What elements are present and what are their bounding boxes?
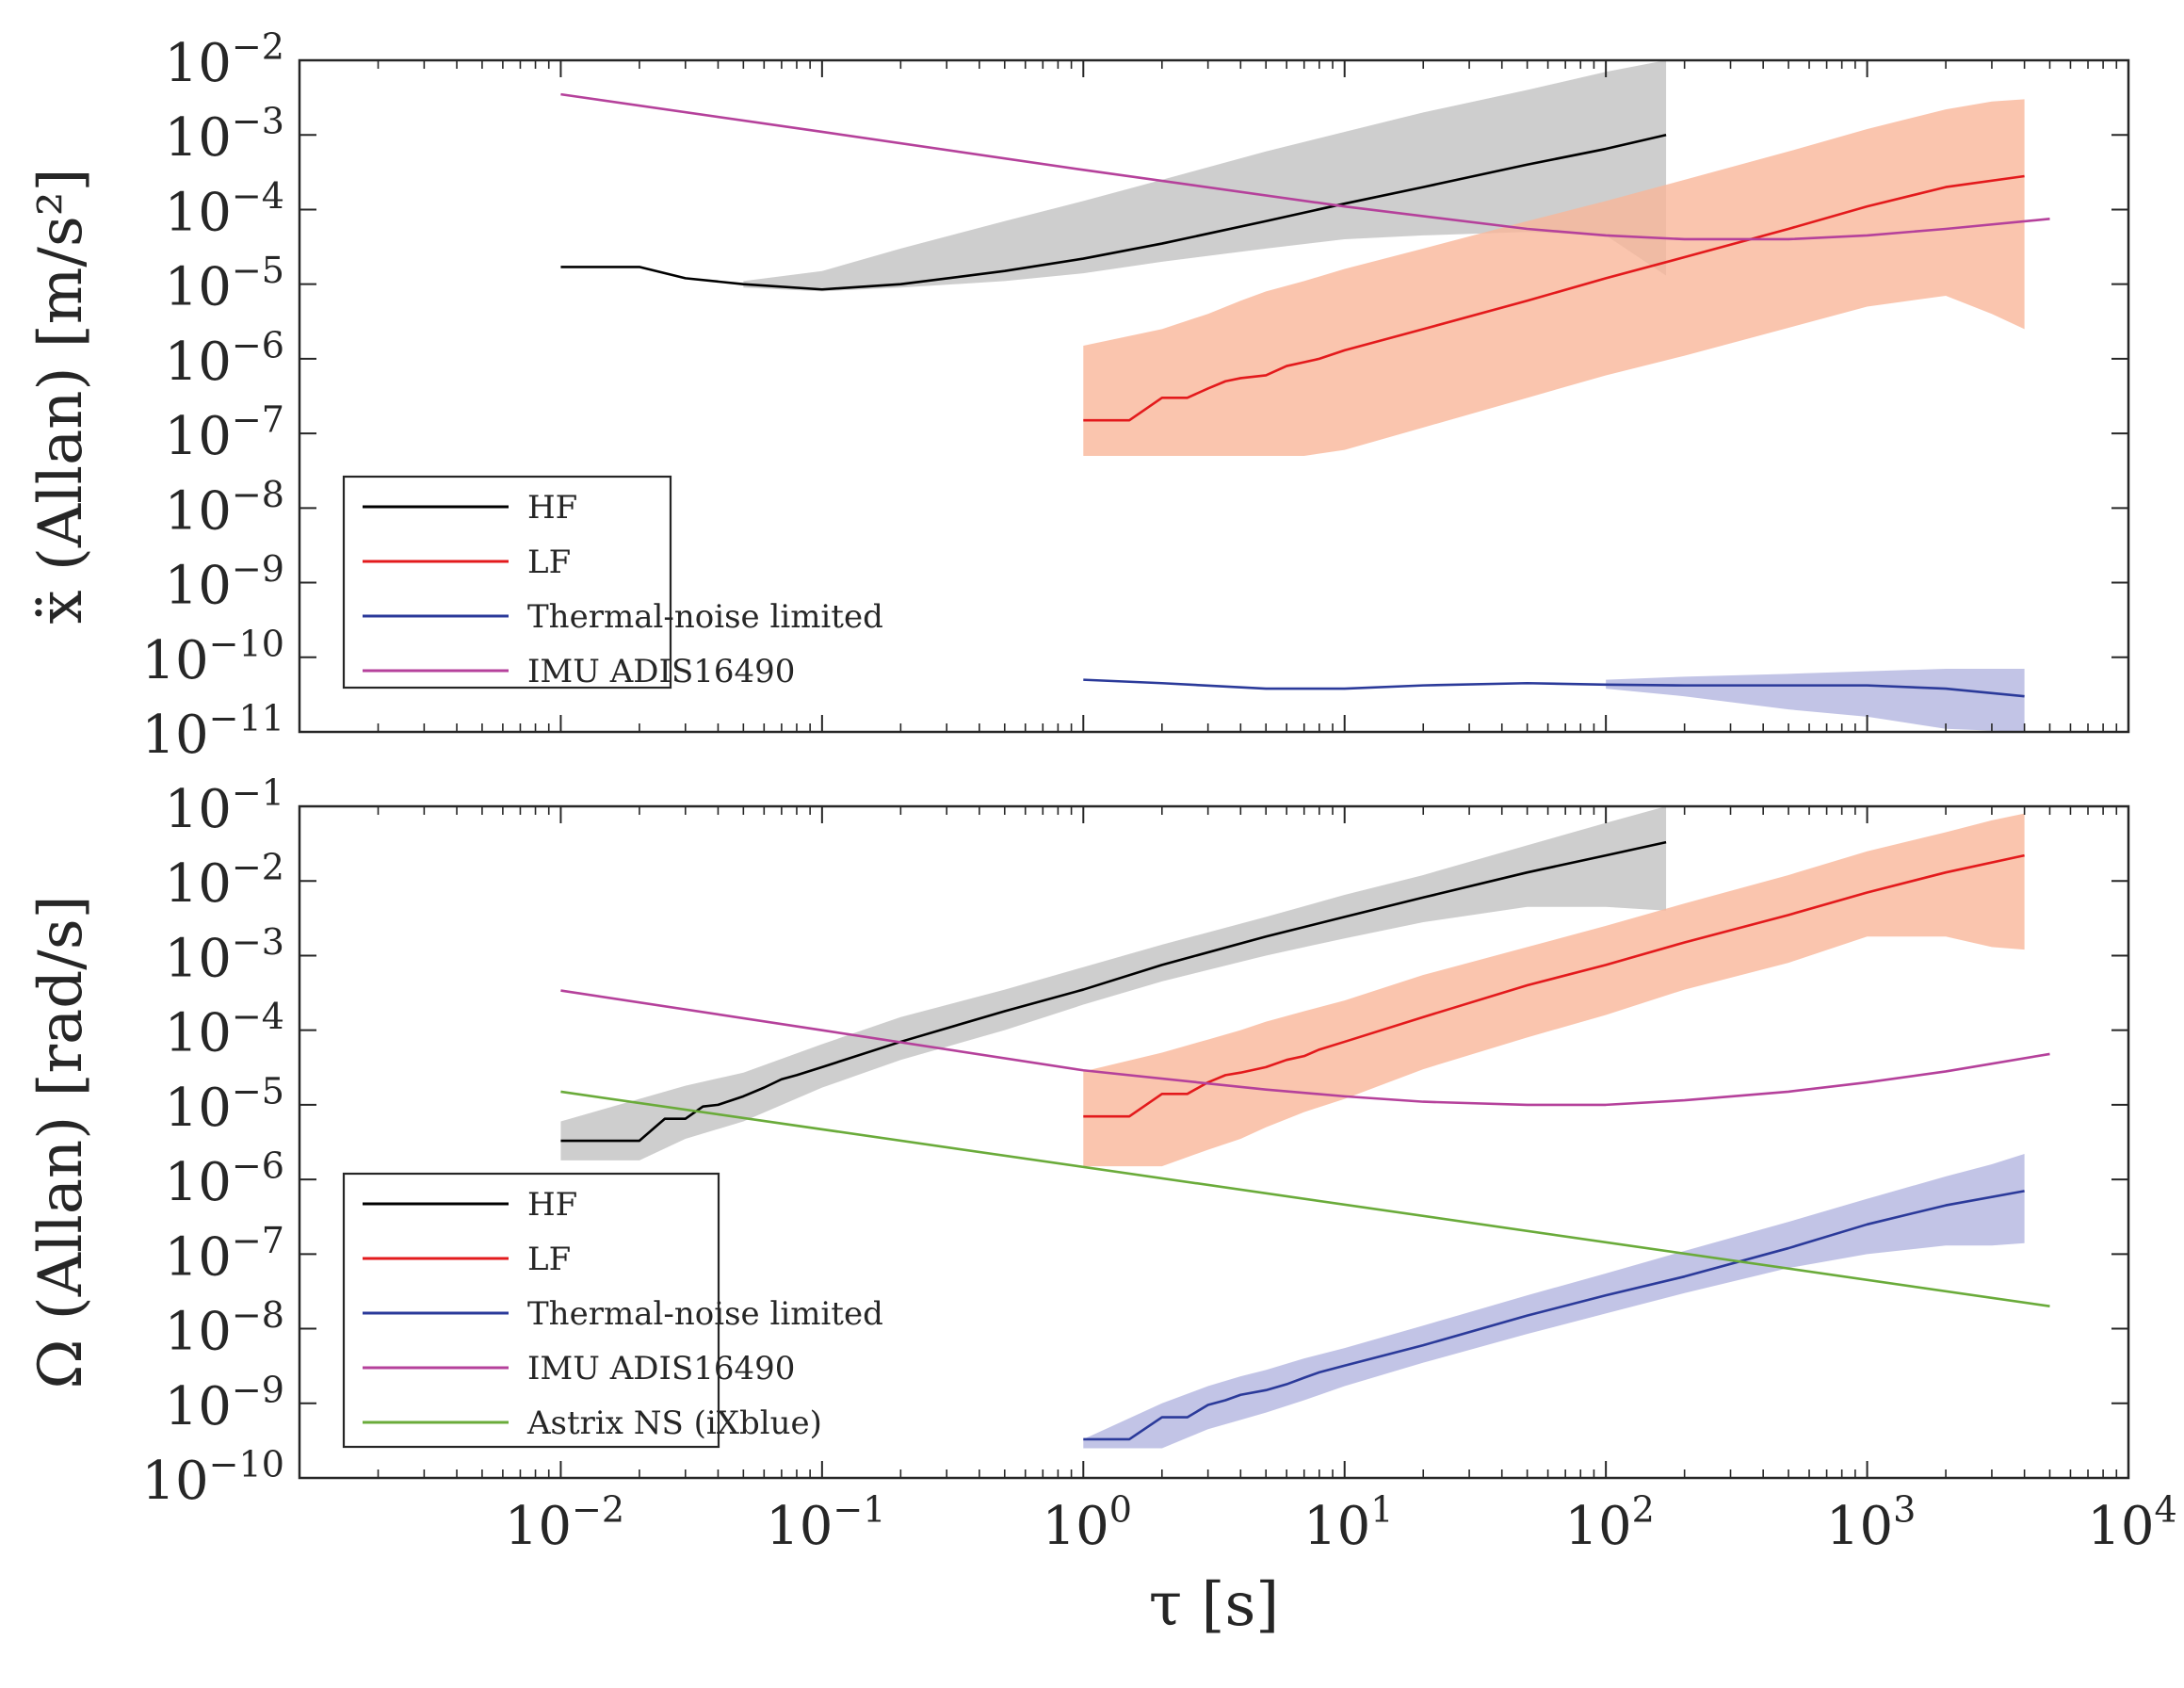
band-thermal — [1606, 669, 2025, 732]
legend-label: IMU ADIS16490 — [527, 1350, 795, 1388]
x-tick-label: 103 — [1826, 1488, 1916, 1557]
y-tick-label: 10−5 — [165, 1070, 284, 1139]
y-tick-label: 10−1 — [165, 771, 284, 840]
axes-frame — [298, 58, 2130, 734]
series-line-thermal — [1083, 1190, 2025, 1441]
axes-frame — [298, 804, 2130, 1480]
y-tick-label: 10−2 — [165, 25, 284, 94]
y-tick-label: 10−6 — [165, 1145, 284, 1214]
series-line-lf — [1083, 174, 2025, 422]
legend-label: Astrix NS (iXblue) — [526, 1404, 822, 1442]
y-tick-label: 10−10 — [141, 1443, 284, 1512]
band-lf — [1083, 99, 2025, 456]
x-axis-label: τ [s] — [1149, 1570, 1280, 1640]
x-tick-label: 10−1 — [766, 1488, 885, 1557]
band-hf — [743, 60, 1667, 292]
x-tick-label: 102 — [1564, 1488, 1655, 1557]
x-tick-label: 100 — [1043, 1488, 1133, 1557]
x-tick-label: 104 — [2087, 1488, 2177, 1557]
y-tick-label: 10−9 — [165, 548, 284, 617]
y-tick-label: 10−7 — [165, 399, 284, 468]
series-line-imu — [560, 989, 2050, 1107]
legend-label: LF — [527, 1241, 571, 1278]
plot-area — [560, 806, 2050, 1449]
tick-marks — [299, 59, 2129, 733]
y-tick-label: 10−7 — [165, 1220, 284, 1289]
y-tick-label: 10−3 — [165, 921, 284, 990]
x-tick-label: 101 — [1303, 1488, 1394, 1557]
y-tick-label: 10−3 — [165, 101, 284, 170]
legend-label: HF — [527, 1186, 577, 1224]
y-axis-label: Ω (Allan) [rad/s] — [26, 895, 96, 1388]
legend-label: Thermal-noise limited — [527, 1295, 883, 1333]
bottom-panel-gyro: 10−110−210−310−410−510−610−710−810−910−1… — [26, 771, 2177, 1640]
band-hf — [560, 806, 1667, 1160]
y-tick-label: 10−2 — [165, 847, 284, 916]
y-tick-label: 10−5 — [165, 250, 284, 318]
tick-marks — [299, 805, 2129, 1479]
legend-box — [342, 1172, 720, 1449]
x-tick-label: 10−2 — [505, 1488, 624, 1557]
legend: HF LF Thermal-noise limited IMU ADIS16490 As… — [342, 1172, 883, 1449]
legend-label: Thermal-noise limited — [527, 598, 883, 636]
legend-label: LF — [527, 544, 571, 581]
series-line-imu — [560, 92, 2050, 241]
y-axis-label: ẍ (Allan) [m/s²] — [26, 169, 96, 625]
band-lf — [1083, 813, 2025, 1167]
y-tick-label: 10−4 — [165, 175, 284, 244]
series-line-thermal — [1083, 678, 2025, 698]
legend-box — [342, 475, 672, 690]
series-line-astrix — [560, 1090, 2050, 1307]
y-tick-label: 10−8 — [165, 1294, 284, 1363]
legend-label: IMU ADIS16490 — [527, 653, 795, 690]
y-tick-label: 10−4 — [165, 996, 284, 1064]
y-tick-label: 10−10 — [141, 623, 284, 691]
band-thermal — [1083, 1153, 2025, 1449]
series-line-hf — [560, 133, 1667, 291]
y-tick-label: 10−9 — [165, 1369, 284, 1437]
top-panel-accel: 10−2 10−310−410−510−610−710−810−910−1010−… — [26, 25, 2130, 766]
plot-area — [560, 60, 2050, 732]
y-tick-label: 10−8 — [165, 474, 284, 543]
series-line-hf — [560, 840, 1667, 1143]
y-tick-label: 10−6 — [165, 324, 284, 393]
legend-label: HF — [527, 489, 577, 527]
legend: HF LF Thermal-noise limited IMU ADIS16490 — [342, 475, 883, 690]
y-tick-label: 10−11 — [141, 697, 284, 766]
series-line-lf — [1083, 853, 2025, 1118]
